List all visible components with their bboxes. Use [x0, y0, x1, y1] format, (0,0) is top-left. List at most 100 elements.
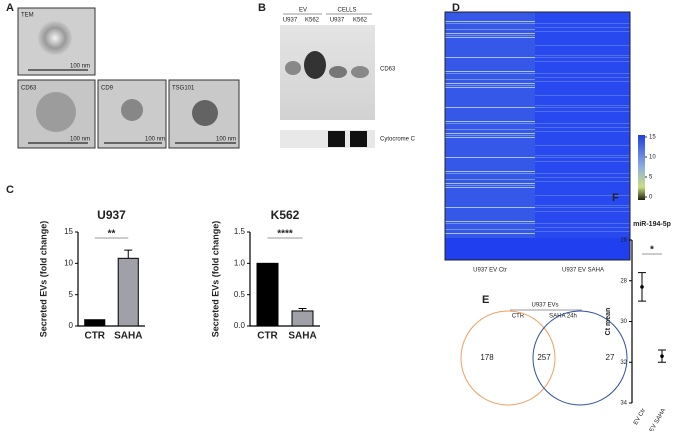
stripe [445, 187, 535, 188]
stripe [445, 223, 535, 224]
venn-count: 257 [537, 353, 551, 362]
stripe [445, 123, 535, 124]
stripe [535, 207, 630, 208]
venn-count: 27 [606, 353, 615, 362]
stripe [535, 227, 630, 228]
scale-label: 100 nm [70, 137, 90, 143]
stripe [535, 195, 630, 196]
lane-label: U937 [330, 18, 345, 24]
colorbar-label: 10 [649, 155, 656, 161]
stripe [535, 105, 630, 106]
stripe [445, 85, 535, 86]
significance: ** [108, 229, 116, 240]
y-axis-label: Ct mean [605, 308, 612, 336]
stripe [535, 123, 630, 124]
stripe [535, 223, 630, 224]
venn-count: 178 [480, 353, 494, 362]
y-tick-label: 1.5 [234, 227, 246, 236]
image-label: CD9 [101, 86, 114, 92]
y-tick-label: 10 [64, 258, 73, 267]
colorbar [638, 135, 645, 200]
column-label: U937 EV SAHA [562, 268, 604, 274]
stripe [445, 229, 535, 230]
bar [291, 310, 314, 327]
lane-label: K562 [305, 18, 320, 24]
stripe [445, 121, 535, 122]
y-tick-label: 0.5 [234, 290, 246, 299]
stripe [535, 111, 630, 112]
error-bar [124, 249, 133, 259]
stripe [535, 181, 630, 182]
panel-label: D [452, 2, 460, 14]
panel-label: B [258, 2, 266, 14]
image-label: TEM [21, 13, 34, 19]
scale-label: 100 nm [216, 137, 236, 143]
venn-circle [532, 310, 628, 406]
panel-label: F [612, 192, 619, 204]
vesicle [121, 99, 143, 121]
stripe [445, 83, 535, 84]
x-tick-label: SAHA [114, 331, 142, 342]
stripe [445, 37, 535, 38]
vesicle [38, 21, 72, 55]
stripe [445, 179, 535, 180]
stripe [535, 31, 630, 32]
vesicle [192, 100, 218, 126]
x-tick-label: EV Ctr [633, 408, 647, 426]
band [329, 66, 347, 78]
scale-label: 100 nm [70, 64, 90, 70]
stripe [445, 207, 535, 208]
image-label: TSG101 [172, 86, 195, 92]
stripe [535, 173, 630, 174]
error-bar [658, 349, 666, 363]
stripe [445, 135, 535, 136]
band [304, 51, 326, 79]
chart-title: miR-194-5p [633, 221, 671, 228]
stripe [535, 131, 630, 132]
stripe [445, 23, 535, 24]
bar [256, 262, 279, 327]
stripe [445, 171, 535, 172]
colorbar-label: 15 [649, 135, 656, 141]
error-bar [638, 272, 646, 302]
stripe [445, 185, 535, 186]
y-axis-label: Secreted EVs (fold change) [210, 221, 220, 338]
colorbar-label: 5 [649, 175, 653, 181]
stripe [445, 221, 535, 222]
significance: * [650, 245, 654, 256]
stripe [535, 107, 630, 108]
stripe [445, 133, 535, 134]
stripe [445, 73, 535, 74]
y-tick-label: 0 [69, 321, 74, 330]
x-tick-label: CTR [257, 331, 278, 342]
band [350, 131, 367, 147]
set-label: SAHA 24h [549, 314, 577, 320]
band [351, 66, 369, 78]
x-tick-label: EV SAHA [649, 408, 667, 431]
bar [117, 257, 139, 327]
stripe [445, 173, 535, 174]
scale-label: 100 nm [145, 137, 165, 143]
y-axis-label: Secreted EVs (fold change) [38, 221, 48, 338]
stripe [535, 81, 630, 82]
stripe [445, 79, 535, 80]
y-tick-label: 15 [64, 227, 73, 236]
band-label: Cytocrome C [380, 137, 416, 143]
lane-label: U937 [283, 18, 298, 24]
stripe [535, 77, 630, 78]
chart-title: K562 [271, 208, 300, 222]
stripe [445, 183, 535, 184]
panel-label: C [6, 184, 14, 196]
venn-circle [460, 310, 556, 406]
heatmap-column [535, 12, 630, 260]
colorbar-label: 0 [649, 195, 653, 201]
panel-label: A [6, 2, 14, 14]
stripe [535, 205, 630, 206]
stripe [445, 107, 535, 108]
stripe [535, 145, 630, 146]
image-label: CD63 [21, 86, 37, 92]
y-tick-label: 28 [620, 278, 627, 284]
x-tick-label: SAHA [288, 331, 316, 342]
stripe [535, 157, 630, 158]
